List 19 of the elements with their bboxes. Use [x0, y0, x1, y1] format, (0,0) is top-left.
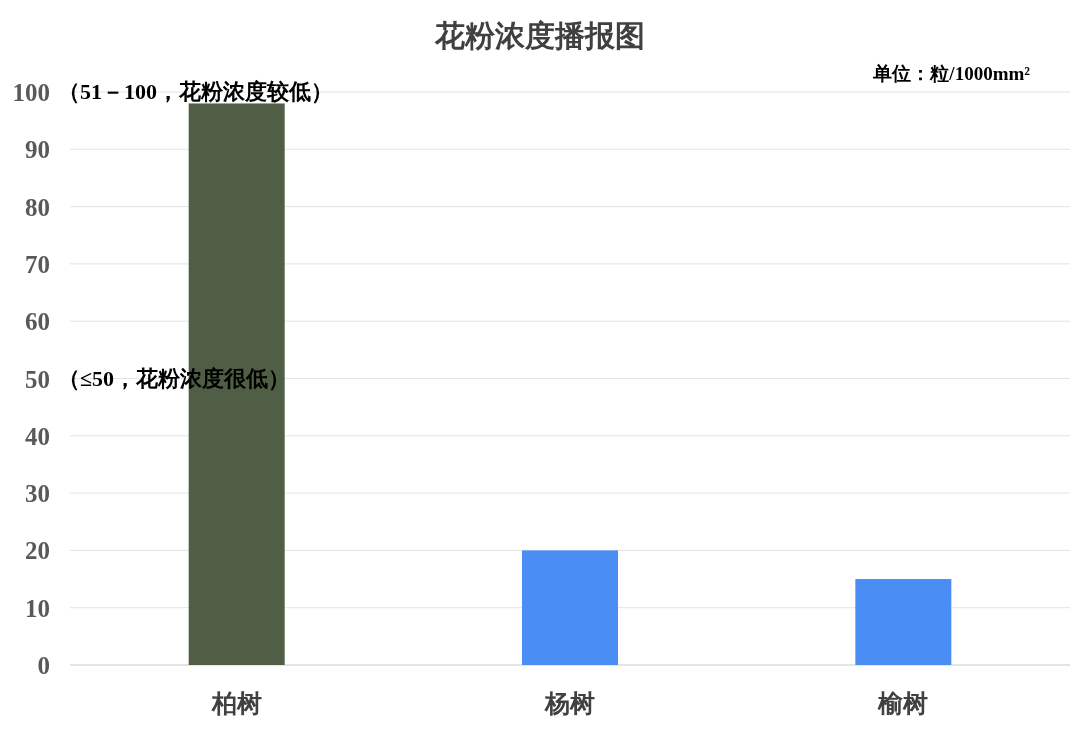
x-tick-label: 杨树 — [544, 690, 595, 717]
y-tick-label: 20 — [25, 537, 50, 565]
y-tick-label: 100 — [12, 79, 50, 106]
bar — [855, 579, 952, 665]
y-tick-label: 30 — [25, 480, 50, 508]
y-tick-label: 0 — [37, 652, 50, 679]
y-tick-label: 50 — [25, 365, 50, 393]
y-tick-label: 40 — [25, 422, 50, 450]
annotation: （51－100，花粉浓度较低） — [58, 79, 333, 104]
y-tick-label: 10 — [25, 594, 50, 622]
chart-title: 花粉浓度播报图 — [434, 19, 645, 52]
y-tick-label: 90 — [25, 136, 50, 164]
bar — [522, 550, 618, 665]
x-tick-label: 榆树 — [877, 690, 929, 717]
y-tick-label: 60 — [25, 308, 50, 336]
x-tick-label: 柏树 — [210, 690, 262, 717]
y-tick-label: 80 — [25, 193, 50, 221]
text: 单位：粒/1000mm² — [872, 63, 1031, 84]
y-tick-label: 70 — [25, 250, 50, 278]
